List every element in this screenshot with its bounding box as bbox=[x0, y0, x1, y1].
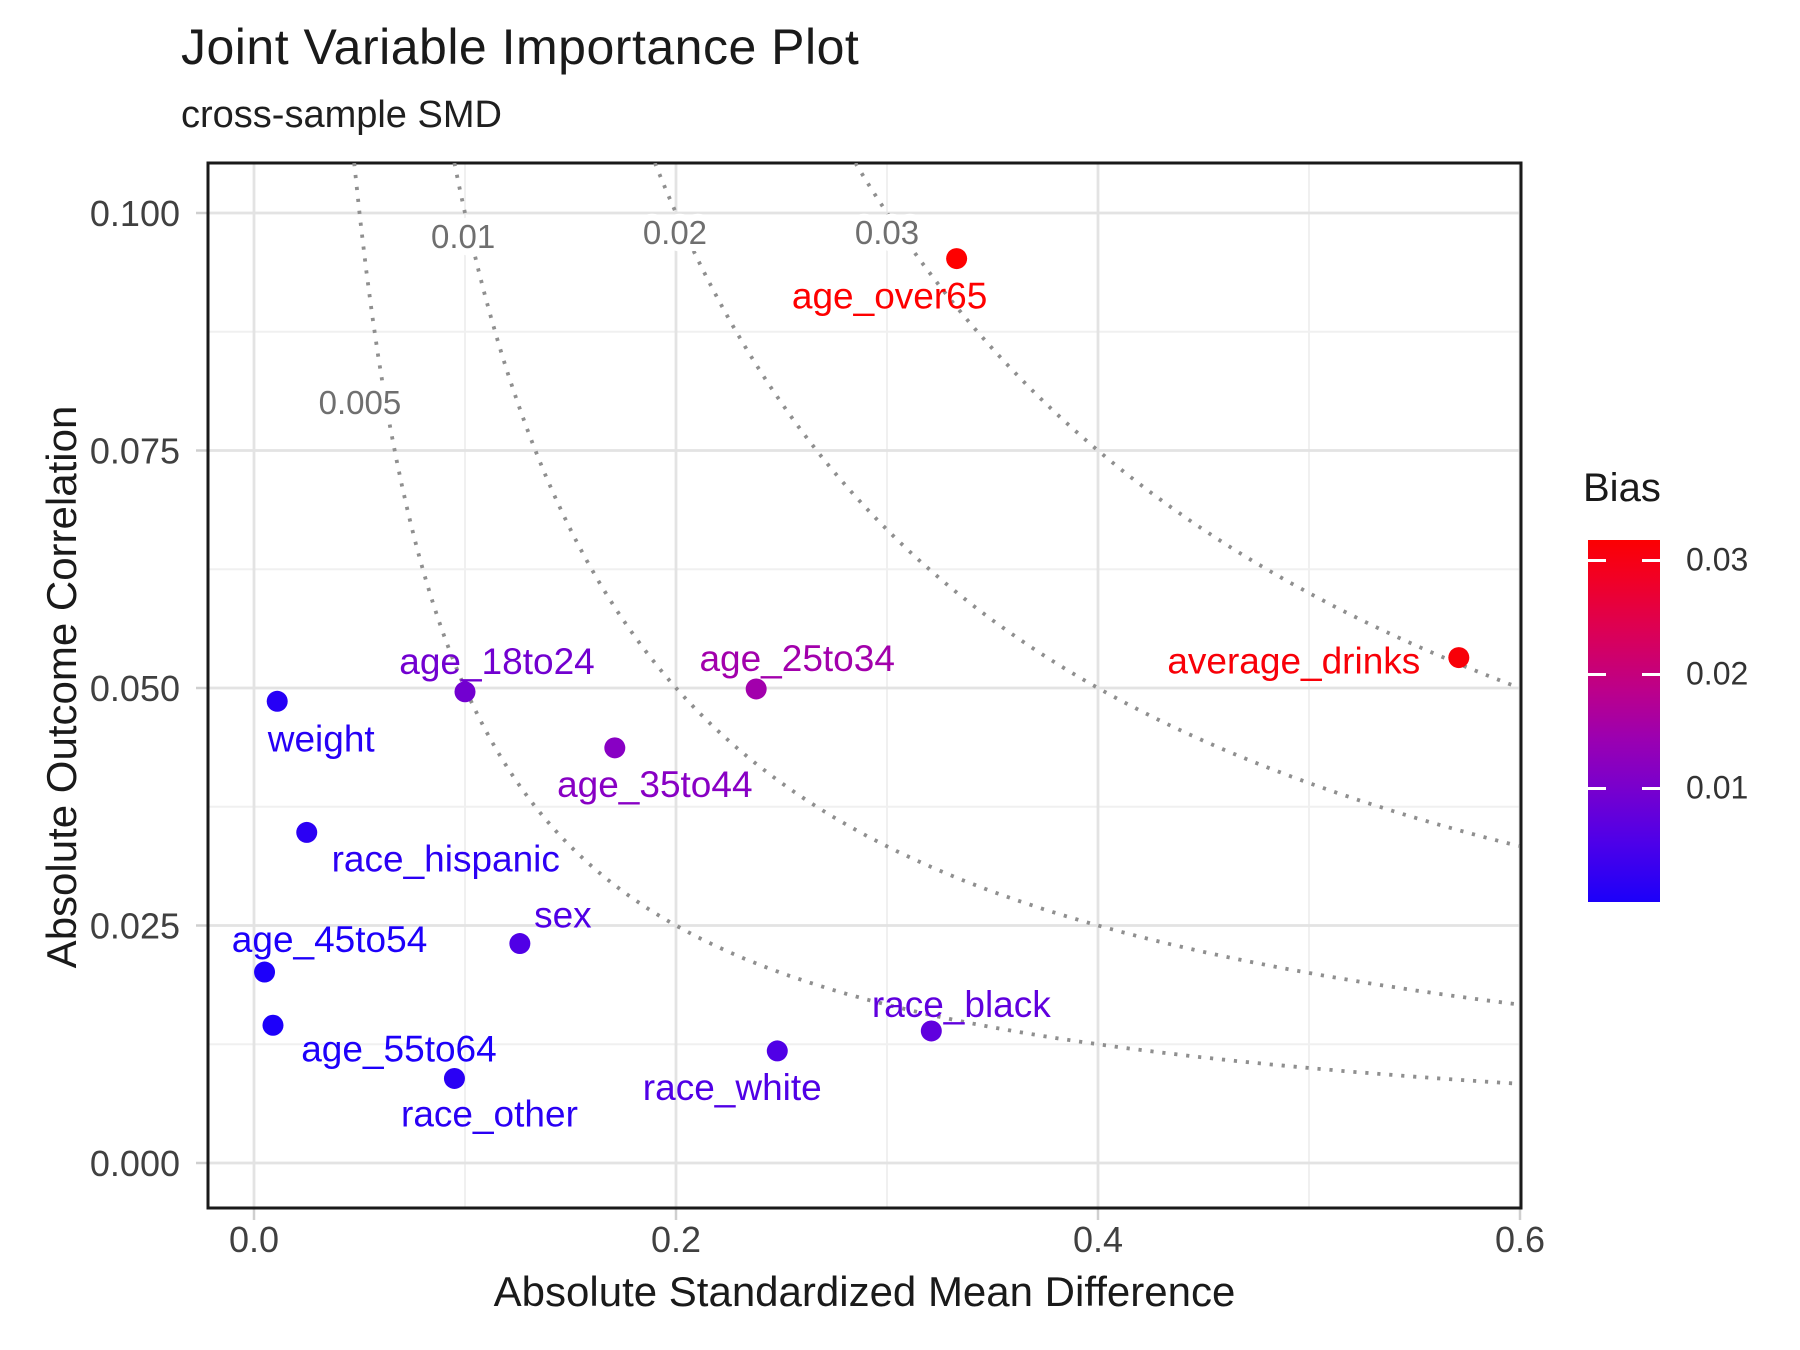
point-age_35to44 bbox=[604, 737, 626, 759]
legend-colorbar bbox=[1588, 540, 1660, 902]
x-axis-title: Absolute Standardized Mean Difference bbox=[493, 1268, 1236, 1315]
point-label-age_55to64: age_55to64 bbox=[301, 1028, 496, 1069]
legend-tick-mark bbox=[1642, 559, 1660, 563]
point-race_white bbox=[766, 1040, 788, 1062]
x-tick-label: 0.6 bbox=[1495, 1219, 1545, 1260]
contour-label-0.02: 0.02 bbox=[643, 214, 707, 251]
point-label-weight: weight bbox=[267, 718, 376, 759]
contour-label-0.01: 0.01 bbox=[431, 218, 495, 255]
y-tick-label: 0.050 bbox=[90, 668, 180, 709]
point-label-race_other: race_other bbox=[401, 1093, 578, 1134]
bias-legend: Bias 0.03 0.02 0.01 bbox=[1583, 0, 1800, 1350]
point-label-average_drinks: average_drinks bbox=[1167, 641, 1420, 682]
point-label-age_over65: age_over65 bbox=[792, 276, 987, 317]
contour-label-0.005: 0.005 bbox=[319, 384, 402, 421]
legend-tick-mark bbox=[1588, 787, 1606, 791]
plot-title: Joint Variable Importance Plot bbox=[181, 19, 860, 75]
point-sex bbox=[509, 933, 531, 955]
bias-contour-0.03 bbox=[853, 163, 1516, 688]
point-race_other bbox=[443, 1067, 465, 1089]
x-tick-label: 0.4 bbox=[1073, 1219, 1123, 1260]
y-tick-label: 0.000 bbox=[90, 1143, 180, 1184]
point-label-sex: sex bbox=[534, 895, 592, 936]
point-weight bbox=[266, 690, 288, 712]
y-tick-label: 0.025 bbox=[90, 906, 180, 947]
legend-tick-label: 0.02 bbox=[1686, 655, 1749, 692]
legend-tick-label: 0.01 bbox=[1686, 769, 1749, 806]
point-label-age_25to34: age_25to34 bbox=[699, 638, 894, 679]
point-age_25to34 bbox=[745, 678, 767, 700]
legend-tick-label: 0.03 bbox=[1686, 541, 1749, 578]
legend-tick-mark bbox=[1642, 673, 1660, 677]
x-tick-label: 0.0 bbox=[229, 1219, 279, 1260]
point-age_18to24 bbox=[454, 681, 476, 703]
point-label-age_35to44: age_35to44 bbox=[557, 764, 752, 805]
point-age_55to64 bbox=[262, 1014, 284, 1036]
bias-contour-0.02 bbox=[653, 163, 1520, 848]
plot-subtitle: cross-sample SMD bbox=[181, 94, 502, 136]
point-label-race_black: race_black bbox=[872, 984, 1051, 1025]
point-age_45to54 bbox=[254, 961, 276, 983]
legend-tick-mark bbox=[1588, 559, 1606, 563]
x-tick-label: 0.2 bbox=[651, 1219, 701, 1260]
legend-title: Bias bbox=[1583, 466, 1661, 510]
panel-border bbox=[206, 161, 1523, 1210]
bias-contour-0.01 bbox=[452, 163, 1517, 1007]
legend-tick-mark bbox=[1588, 673, 1606, 677]
legend-tick-mark bbox=[1642, 787, 1660, 791]
contour-label-0.03: 0.03 bbox=[855, 214, 919, 251]
point-race_hispanic bbox=[296, 821, 318, 843]
point-race_black bbox=[920, 1020, 942, 1042]
point-label-age_45to54: age_45to54 bbox=[232, 919, 427, 960]
y-tick-label: 0.075 bbox=[90, 431, 180, 472]
point-label-age_18to24: age_18to24 bbox=[399, 641, 594, 682]
point-average_drinks bbox=[1448, 647, 1470, 669]
y-axis-title: Absolute Outcome Correlation bbox=[38, 405, 85, 969]
bias-contour-0.005 bbox=[352, 163, 1519, 1086]
y-tick-label: 0.100 bbox=[90, 193, 180, 234]
point-age_over65 bbox=[946, 248, 968, 270]
point-label-race_white: race_white bbox=[643, 1067, 822, 1108]
point-label-race_hispanic: race_hispanic bbox=[332, 838, 560, 879]
